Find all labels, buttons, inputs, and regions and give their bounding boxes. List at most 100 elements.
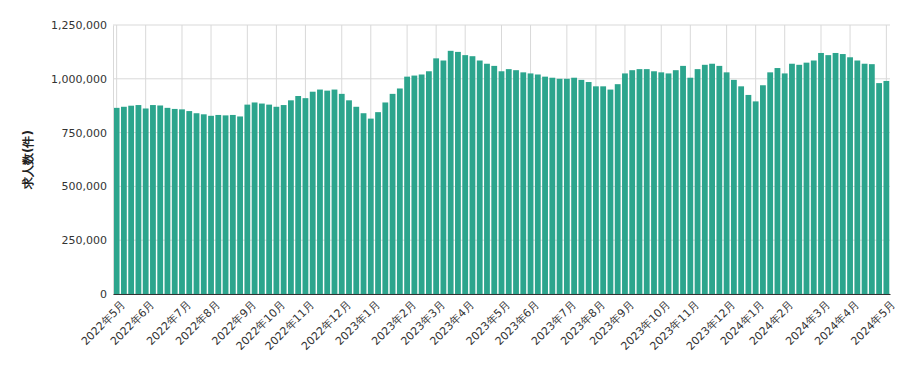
bar bbox=[862, 64, 868, 294]
bar bbox=[411, 76, 417, 294]
bar bbox=[876, 83, 882, 294]
tick: 500,000 bbox=[62, 180, 114, 193]
bar bbox=[361, 113, 367, 294]
bar bbox=[382, 102, 388, 294]
bar bbox=[462, 55, 468, 294]
bar bbox=[223, 115, 229, 294]
bar bbox=[564, 79, 570, 294]
bar bbox=[259, 104, 265, 294]
bar bbox=[695, 69, 701, 294]
bar bbox=[230, 115, 236, 294]
bar bbox=[244, 105, 250, 294]
bar bbox=[651, 71, 657, 294]
bar bbox=[789, 64, 795, 294]
bar bbox=[709, 64, 715, 294]
bar bbox=[339, 94, 345, 294]
bar bbox=[782, 73, 788, 294]
bar bbox=[811, 61, 817, 294]
bar bbox=[143, 108, 149, 294]
tick-label: 250,000 bbox=[62, 234, 108, 247]
bar bbox=[419, 74, 425, 294]
bar bbox=[775, 68, 781, 294]
tick: 2024年5月 bbox=[849, 294, 898, 348]
y-axis: 0 250,000 500,000 750,000 1,000,000 1,250,000 bbox=[51, 19, 113, 301]
tick: 250,000 bbox=[62, 234, 114, 247]
bar bbox=[375, 112, 381, 294]
bar bbox=[281, 105, 287, 294]
bar bbox=[136, 105, 142, 294]
bar bbox=[513, 70, 519, 294]
bar bbox=[586, 82, 592, 294]
x-axis: 2022年5月2022年6月2022年7月2022年8月2022年9月2022年… bbox=[79, 294, 898, 353]
bar bbox=[433, 58, 439, 294]
bar bbox=[825, 55, 831, 294]
bar bbox=[608, 90, 614, 294]
bar bbox=[150, 105, 156, 294]
y-axis-title: 求人数(件) bbox=[21, 130, 35, 190]
tick-label: 1,000,000 bbox=[51, 73, 107, 86]
bar bbox=[673, 70, 679, 294]
bar bbox=[615, 84, 621, 294]
bar bbox=[680, 66, 686, 294]
bar bbox=[201, 114, 207, 294]
bar bbox=[237, 116, 243, 294]
bar bbox=[738, 86, 744, 294]
bar bbox=[549, 78, 555, 294]
axis-line bbox=[114, 294, 891, 295]
bar bbox=[847, 57, 853, 294]
bar bbox=[542, 77, 548, 294]
bar bbox=[404, 77, 410, 294]
bar bbox=[165, 108, 171, 294]
bar bbox=[390, 94, 396, 294]
bar bbox=[499, 71, 505, 294]
bar bbox=[353, 107, 359, 294]
bar bbox=[731, 80, 737, 294]
bar bbox=[702, 65, 708, 294]
bar bbox=[346, 100, 352, 294]
bar bbox=[666, 73, 672, 294]
bar bbox=[128, 106, 134, 294]
bar bbox=[215, 115, 221, 294]
bar bbox=[578, 80, 584, 294]
bar bbox=[295, 96, 301, 294]
bar bbox=[266, 105, 272, 294]
bar bbox=[528, 73, 534, 294]
bar bbox=[157, 105, 163, 294]
bar bbox=[194, 113, 200, 294]
tick: 750,000 bbox=[62, 127, 114, 140]
bar bbox=[804, 63, 810, 294]
bar bbox=[448, 51, 454, 294]
bar bbox=[745, 95, 751, 294]
bar bbox=[687, 78, 693, 294]
bar bbox=[535, 74, 541, 294]
bar bbox=[520, 72, 526, 294]
bar bbox=[840, 54, 846, 294]
bar bbox=[818, 53, 824, 294]
chart: 0 250,000 500,000 750,000 1,000,000 1,250,000… bbox=[0, 0, 909, 371]
tick-label: 500,000 bbox=[62, 180, 108, 193]
bar bbox=[869, 64, 875, 294]
bar bbox=[637, 69, 643, 294]
grid bbox=[113, 25, 890, 294]
tick-label: 1,250,000 bbox=[51, 19, 107, 32]
bar bbox=[571, 78, 577, 294]
bar bbox=[622, 73, 628, 294]
bar bbox=[426, 71, 432, 294]
bar bbox=[883, 81, 889, 294]
tick: 1,250,000 bbox=[51, 19, 113, 32]
bar bbox=[317, 90, 323, 294]
bar bbox=[629, 70, 635, 294]
bar bbox=[600, 86, 606, 294]
bar bbox=[753, 101, 759, 294]
bar bbox=[470, 56, 476, 294]
bar bbox=[484, 64, 490, 294]
bar bbox=[172, 109, 178, 294]
bar bbox=[441, 61, 447, 294]
tick-label: 0 bbox=[100, 288, 107, 301]
bar bbox=[208, 116, 214, 294]
bar bbox=[114, 108, 120, 294]
bar bbox=[724, 72, 730, 294]
bar bbox=[854, 61, 860, 294]
bar bbox=[310, 92, 316, 294]
bar bbox=[332, 90, 338, 294]
